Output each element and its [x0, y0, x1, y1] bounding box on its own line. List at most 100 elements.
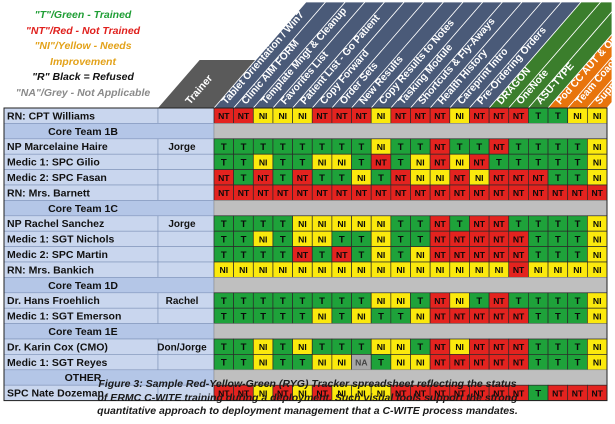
status-cell-label: NI	[357, 219, 366, 229]
status-cell-label: NI	[318, 358, 327, 368]
status-cell-label: T	[339, 311, 345, 322]
status-cell-label: NT	[493, 219, 505, 229]
status-cell-label: NT	[552, 388, 564, 398]
status-cell-label: T	[535, 219, 541, 230]
trainer-name: Don/Jorge	[157, 342, 207, 353]
status-cell-label: T	[516, 296, 522, 307]
status-cell-label: NI	[357, 173, 366, 183]
status-cell-label: T	[339, 296, 345, 307]
status-cell-label: NI	[416, 358, 425, 368]
status-cell-label: NI	[337, 358, 346, 368]
status-cell-label: NT	[493, 296, 505, 306]
status-cell-label: T	[241, 342, 247, 353]
status-cell-label: NT	[513, 358, 525, 368]
legend-item: "T"/Green - Trained	[34, 9, 132, 21]
status-cell-label: NI	[416, 311, 425, 321]
status-cell-label: NT	[434, 388, 446, 398]
status-cell-label: NI	[357, 388, 366, 398]
status-cell-label: NT	[572, 188, 584, 198]
person-name: Medic 1: SGT Nichols	[7, 234, 115, 246]
trainer-header-bg	[158, 60, 256, 108]
status-cell-label: NI	[455, 296, 464, 306]
person-name: RN: CPT Williams	[7, 110, 95, 122]
status-cell-label: T	[241, 142, 247, 153]
status-cell-label: NI	[259, 157, 268, 167]
status-cell-label: NT	[238, 111, 250, 121]
status-cell-label: T	[241, 234, 247, 245]
status-cell-label: NI	[298, 111, 307, 121]
status-cell-label: T	[535, 358, 541, 369]
status-cell-label: NI	[573, 265, 582, 275]
status-cell-label: NT	[356, 188, 368, 198]
status-cell-label: NT	[297, 188, 309, 198]
status-cell-label: NT	[493, 311, 505, 321]
status-cell-label: T	[280, 342, 286, 353]
status-cell-label: NI	[298, 219, 307, 229]
trainer-cell	[157, 107, 215, 124]
status-cell-label: NT	[513, 265, 525, 275]
status-cell-label: T	[280, 157, 286, 168]
status-cell-label: NI	[377, 111, 386, 121]
status-cell-label: NI	[416, 265, 425, 275]
status-cell-label: NT	[415, 188, 427, 198]
status-cell-label: NI	[337, 265, 346, 275]
caption-line: Figure 3: Sample Red-Yellow-Green (RYG) …	[98, 378, 517, 390]
status-cell-label: T	[260, 311, 266, 322]
status-cell-label: NT	[493, 388, 505, 398]
status-cell-label: NT	[218, 173, 230, 183]
status-cell-label: T	[358, 342, 364, 353]
status-cell-label: T	[260, 219, 266, 230]
status-cell-label: NT	[513, 342, 525, 352]
status-cell-label: T	[476, 296, 482, 307]
status-cell-label: NT	[218, 188, 230, 198]
status-cell-label: NT	[493, 142, 505, 152]
status-cell-label: NI	[298, 388, 307, 398]
caption-line: of ERMC C-WITE training during a deploym…	[97, 391, 518, 404]
status-cell-label: T	[280, 250, 286, 261]
status-cell-label: T	[300, 296, 306, 307]
legend-item: "NT"/Red - Not Trained	[25, 24, 141, 37]
status-cell-label: NI	[377, 265, 386, 275]
status-cell-label: T	[241, 296, 247, 307]
status-cell-label: NI	[259, 265, 268, 275]
status-cell-label: T	[260, 142, 266, 153]
status-cell-label: NT	[375, 157, 387, 167]
trainer-name: Jorge	[168, 219, 196, 230]
status-cell-label: T	[221, 142, 227, 153]
status-cell-label: T	[319, 250, 325, 261]
status-cell-label: NT	[513, 388, 525, 398]
status-cell-label: NT	[474, 157, 486, 167]
status-cell-label: NI	[357, 265, 366, 275]
status-cell-label: T	[280, 142, 286, 153]
status-cell-label: NT	[513, 234, 525, 244]
status-cell-label: NT	[336, 111, 348, 121]
status-cell-label: NT	[277, 388, 289, 398]
person-name: NP Marcelaine Haire	[7, 141, 108, 153]
status-cell-label: T	[555, 157, 561, 168]
trainer-name: Rachel	[166, 296, 199, 307]
group-row-label: Core Team 1E	[48, 326, 117, 338]
status-cell-label: T	[339, 234, 345, 245]
person-name: SPC Nate Dozeman	[7, 388, 104, 400]
status-cell-label: NI	[278, 265, 287, 275]
person-name: Medic 1: SGT Emerson	[7, 311, 121, 323]
status-cell-label: T	[457, 142, 463, 153]
trainer-cell	[157, 169, 215, 186]
status-cell-label: NI	[436, 173, 445, 183]
status-cell-label: NI	[377, 219, 386, 229]
status-cell-label: NT	[591, 388, 603, 398]
status-cell-label: NT	[434, 188, 446, 198]
status-cell-label: T	[241, 311, 247, 322]
status-cell-label: T	[575, 296, 581, 307]
group-row-label: Core Team 1C	[48, 203, 118, 215]
group-row-fill	[213, 323, 608, 340]
trainer-name: Jorge	[168, 142, 196, 153]
status-cell-label: NT	[493, 173, 505, 183]
status-cell-label: NI	[455, 111, 464, 121]
person-name: Medic 1: SPC Gilio	[7, 157, 100, 169]
status-cell-label: NT	[493, 250, 505, 260]
status-cell-label: NI	[259, 234, 268, 244]
status-cell-label: T	[516, 142, 522, 153]
status-cell-label: T	[319, 173, 325, 184]
status-cell-label: NT	[257, 188, 269, 198]
